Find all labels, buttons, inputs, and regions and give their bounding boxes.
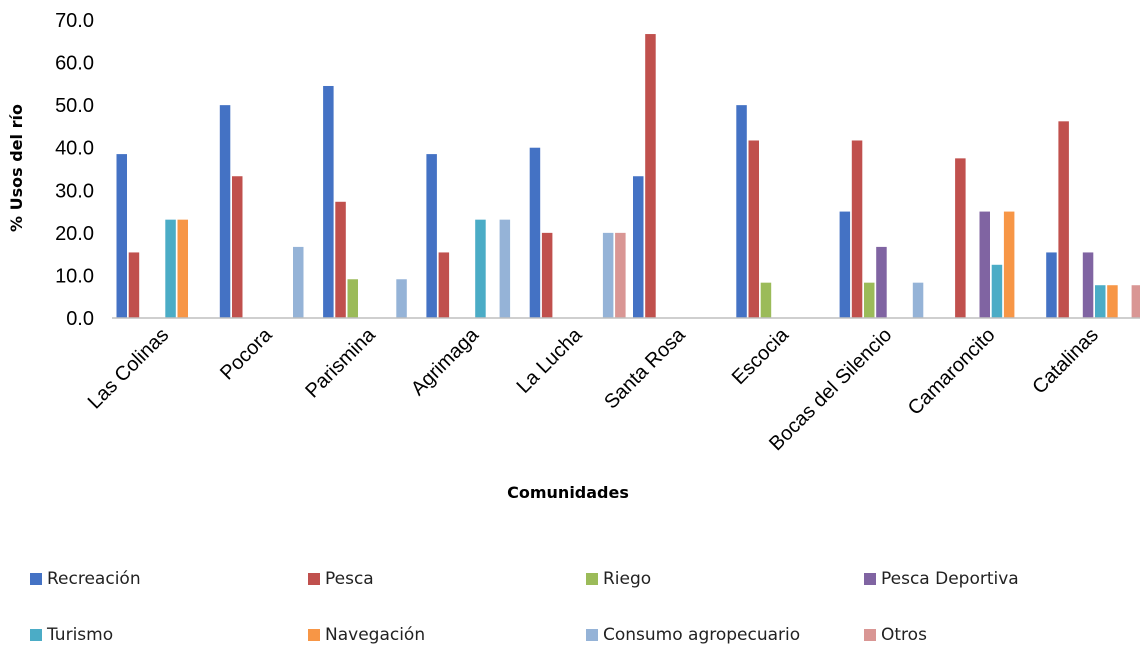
bar-series — [116, 34, 1140, 319]
x-category-label: Camaroncito — [904, 324, 1000, 420]
bar-recreación-santa-rosa — [633, 176, 644, 318]
y-tick-label: 10.0 — [55, 265, 94, 287]
x-category-label: Agrimaga — [407, 323, 484, 400]
x-axis-category-labels: Las Colinas Pocora Parismina Agrimaga La Luc… — [84, 323, 1103, 455]
bar-pesca-escocia — [748, 140, 759, 318]
legend-item-recreación: Recreación — [30, 568, 141, 590]
bar-consumo-agropecuario-bocas-del-silencio — [912, 282, 924, 318]
bar-riego-bocas-del-silencio — [864, 282, 875, 318]
x-axis-title: Comunidades — [507, 483, 629, 502]
bar-otros-catalinas — [1131, 285, 1140, 318]
legend-item-consumo-agropecuario: Consumo agropecuario — [586, 624, 800, 646]
chart-legend: Recreación Pesca Riego Pesca Deportiva Turis… — [30, 568, 1130, 645]
bar-pesca-pocora — [232, 176, 243, 318]
y-tick-label: 20.0 — [55, 223, 94, 245]
x-category-label: Escocia — [728, 323, 794, 389]
legend-label: Navegación — [325, 625, 426, 645]
legend-swatch — [308, 573, 320, 585]
bar-riego-escocia — [760, 282, 772, 318]
bar-recreación-la-lucha — [529, 147, 541, 318]
bar-pesca-santa-rosa — [645, 34, 656, 318]
bar-recreación-parismina — [323, 85, 334, 318]
bar-pesca-parismina — [335, 201, 346, 318]
legend-swatch — [30, 629, 42, 641]
y-axis-title: % Usos del río — [7, 104, 26, 232]
legend-swatch — [864, 573, 876, 585]
bar-recreación-agrimaga — [426, 154, 437, 318]
legend-item-riego: Riego — [586, 568, 651, 590]
bar-consumo-agropecuario-agrimaga — [499, 219, 511, 318]
y-tick-label: 40.0 — [55, 138, 94, 160]
bar-recreación-pocora — [219, 105, 231, 319]
bar-turismo-camaroncito — [991, 264, 1003, 318]
legend-label: Consumo agropecuario — [603, 625, 801, 645]
bar-turismo-catalinas — [1095, 285, 1106, 318]
bar-chart: 0.0 10.0 20.0 30.0 40.0 50.0 60.0 70.0 Las Coli… — [7, 10, 1140, 502]
bar-consumo-agropecuario-pocora — [293, 246, 304, 318]
bar-otros-la-lucha — [615, 232, 626, 318]
bar-consumo-agropecuario-parismina — [396, 279, 407, 318]
bar-navegación-las-colinas — [177, 219, 188, 318]
bar-riego-parismina — [347, 279, 358, 318]
bar-pesca-las-colinas — [128, 252, 140, 318]
legend-swatch — [30, 573, 42, 585]
y-tick-label: 60.0 — [55, 53, 94, 75]
bar-pesca-camaroncito — [955, 158, 966, 318]
bar-turismo-las-colinas — [165, 219, 176, 318]
x-category-label: Santa Rosa — [600, 323, 690, 413]
legend-swatch — [586, 573, 598, 585]
bar-pesca-agrimaga — [438, 252, 450, 318]
y-tick-label: 70.0 — [55, 10, 94, 32]
y-tick-label: 50.0 — [55, 95, 94, 117]
legend-label: Turismo — [47, 625, 114, 645]
legend-label: Pesca Deportiva — [881, 569, 1019, 589]
x-category-label: Parismina — [301, 323, 380, 402]
bar-navegación-camaroncito — [1003, 211, 1015, 318]
bar-pesca-la-lucha — [541, 232, 553, 318]
bar-pesca-deportiva-camaroncito — [979, 211, 990, 318]
legend-item-navegación: Navegación — [308, 624, 425, 646]
bar-recreación-bocas-del-silencio — [839, 211, 851, 318]
x-category-label: Catalinas — [1028, 324, 1103, 399]
x-category-label: Pocora — [216, 323, 277, 384]
legend-label: Pesca — [325, 569, 374, 589]
bar-consumo-agropecuario-la-lucha — [602, 232, 614, 318]
bar-pesca-catalinas — [1058, 121, 1069, 318]
bar-navegación-catalinas — [1107, 285, 1118, 318]
x-category-label: La Lucha — [513, 323, 587, 397]
legend-item-pesca: Pesca — [308, 568, 374, 590]
y-tick-label: 0.0 — [66, 308, 94, 330]
bar-recreación-escocia — [736, 105, 747, 319]
bar-pesca-deportiva-catalinas — [1082, 252, 1094, 318]
bar-pesca-deportiva-bocas-del-silencio — [876, 246, 887, 318]
legend-label: Otros — [881, 625, 927, 645]
x-category-label: Las Colinas — [84, 324, 173, 413]
y-tick-label: 30.0 — [55, 180, 94, 202]
bar-recreación-las-colinas — [116, 154, 127, 318]
bar-recreación-catalinas — [1046, 252, 1057, 318]
bar-turismo-agrimaga — [475, 219, 486, 318]
legend-swatch — [864, 629, 876, 641]
legend-label: Riego — [603, 569, 652, 589]
y-axis-ticks: 0.0 10.0 20.0 30.0 40.0 50.0 60.0 70.0 — [55, 10, 94, 330]
legend-item-pesca-deportiva: Pesca Deportiva — [864, 568, 1019, 590]
legend-label: Recreación — [47, 569, 141, 589]
legend-item-turismo: Turismo — [30, 624, 113, 646]
legend-swatch — [308, 629, 320, 641]
legend-item-otros: Otros — [864, 624, 927, 646]
legend-swatch — [586, 629, 598, 641]
bar-pesca-bocas-del-silencio — [851, 140, 863, 318]
